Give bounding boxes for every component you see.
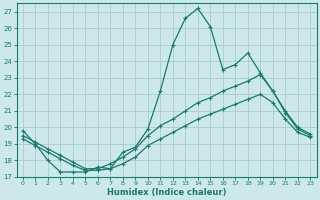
- X-axis label: Humidex (Indice chaleur): Humidex (Indice chaleur): [107, 188, 226, 197]
